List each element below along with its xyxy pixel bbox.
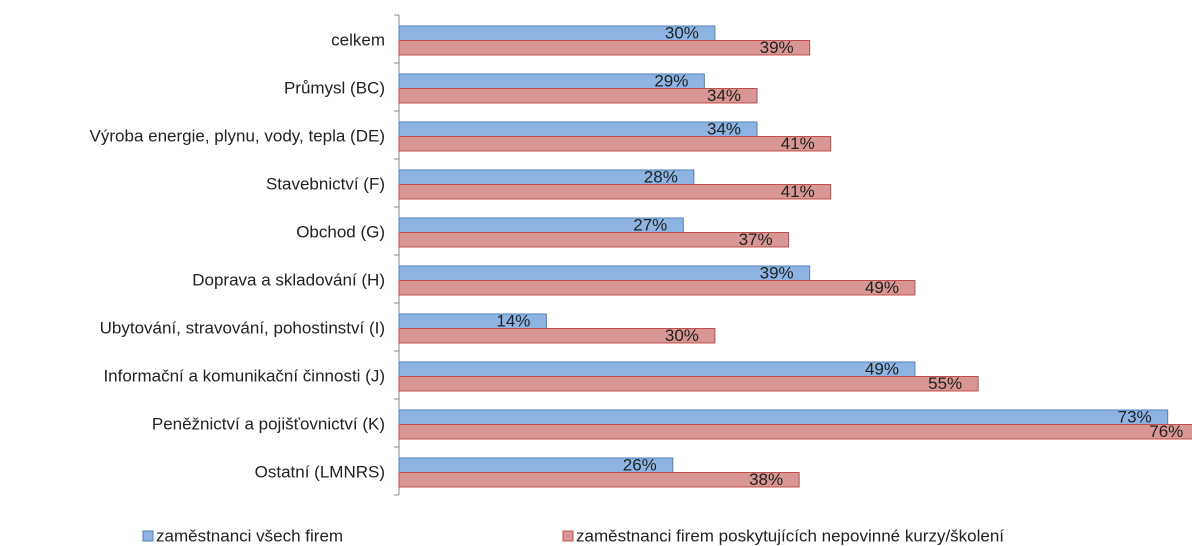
- legend-label: zaměstnanci všech firem: [156, 526, 343, 545]
- value-label: 30%: [665, 23, 699, 42]
- category-label: Doprava a skladování (H): [192, 270, 385, 289]
- value-label: 38%: [749, 470, 783, 489]
- value-label: 28%: [644, 167, 678, 186]
- bar: [398, 328, 716, 344]
- value-label: 49%: [865, 278, 899, 297]
- category-label: celkem: [331, 30, 385, 49]
- bar: [398, 232, 790, 248]
- value-label: 34%: [707, 119, 741, 138]
- value-label: 76%: [1149, 422, 1183, 441]
- value-label: 39%: [760, 38, 794, 57]
- value-label: 30%: [665, 326, 699, 345]
- bar: [398, 265, 811, 281]
- value-label: 26%: [623, 455, 657, 474]
- value-label: 41%: [781, 182, 815, 201]
- value-label: 27%: [633, 215, 667, 234]
- category-label: Stavebnictví (F): [266, 174, 385, 193]
- value-label: 29%: [654, 71, 688, 90]
- bar: [398, 409, 1169, 425]
- category-label: Ubytování, stravování, pohostinství (I): [100, 318, 385, 337]
- legend-swatch: [562, 530, 574, 542]
- category-label: Průmysl (BC): [284, 78, 385, 97]
- bar: [398, 424, 1192, 440]
- category-label: Informační a komunikační činnosti (J): [103, 366, 385, 385]
- bar: [398, 361, 916, 377]
- bar: [398, 136, 832, 152]
- bar: [398, 280, 916, 296]
- bar: [398, 376, 979, 392]
- value-label: 73%: [1118, 407, 1152, 426]
- legend-swatch: [142, 530, 154, 542]
- legend-label: zaměstnanci firem poskytujících nepovinn…: [576, 526, 1004, 545]
- bar: [398, 121, 758, 137]
- bar: [398, 88, 758, 104]
- value-label: 49%: [865, 359, 899, 378]
- bar: [398, 184, 832, 200]
- value-label: 34%: [707, 86, 741, 105]
- category-label: Obchod (G): [296, 222, 385, 241]
- value-label: 39%: [760, 263, 794, 282]
- category-label: Peněžnictví a pojišťovnictví (K): [152, 414, 385, 433]
- value-label: 55%: [928, 374, 962, 393]
- bar: [398, 472, 800, 488]
- value-label: 41%: [781, 134, 815, 153]
- value-label: 37%: [739, 230, 773, 249]
- category-label: Ostatní (LMNRS): [255, 462, 385, 481]
- category-label: Výroba energie, plynu, vody, tepla (DE): [90, 126, 385, 145]
- value-label: 14%: [496, 311, 530, 330]
- bar: [398, 40, 811, 56]
